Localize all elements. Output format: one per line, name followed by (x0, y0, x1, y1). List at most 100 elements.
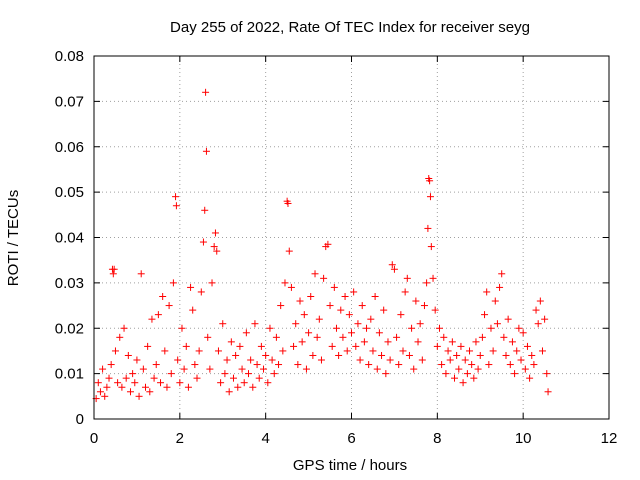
data-point (541, 315, 549, 323)
data-point (395, 361, 403, 369)
data-point (543, 370, 551, 378)
x-tick-label: 4 (261, 430, 269, 447)
data-point (202, 147, 210, 155)
data-point (517, 356, 525, 364)
data-point (502, 351, 510, 359)
data-point (345, 311, 353, 319)
y-tick-label: 0 (76, 411, 84, 428)
data-point (463, 370, 471, 378)
data-point (393, 333, 401, 341)
data-point (423, 279, 431, 287)
data-point (373, 365, 381, 373)
data-point (408, 324, 416, 332)
data-point (129, 370, 137, 378)
chart-title: Day 255 of 2022, Rate Of TEC Index for r… (170, 19, 530, 36)
data-point (341, 292, 349, 300)
data-point (384, 338, 392, 346)
y-tick-label: 0.05 (55, 184, 84, 201)
data-point (167, 370, 175, 378)
data-point (470, 374, 478, 382)
data-point (493, 320, 501, 328)
data-point (197, 288, 205, 296)
data-point (204, 333, 212, 341)
data-point (300, 311, 308, 319)
data-point (150, 374, 158, 382)
data-point (530, 361, 538, 369)
data-point (431, 306, 439, 314)
data-point (459, 379, 467, 387)
data-point (335, 351, 343, 359)
data-point (466, 347, 474, 355)
y-tick-label: 0.02 (55, 320, 84, 337)
y-tick-label: 0.07 (55, 93, 84, 110)
data-point (161, 347, 169, 355)
data-point (498, 270, 506, 278)
data-point (124, 351, 132, 359)
data-point (519, 329, 527, 337)
data-point (232, 351, 240, 359)
data-point (311, 270, 319, 278)
data-point (189, 306, 197, 314)
data-point (375, 329, 383, 337)
data-point (290, 342, 298, 350)
data-point (390, 265, 398, 273)
data-point (176, 379, 184, 387)
data-point (275, 361, 283, 369)
grid (94, 56, 609, 419)
data-point (191, 361, 199, 369)
data-point (496, 283, 504, 291)
data-point (399, 347, 407, 355)
data-point (442, 370, 450, 378)
y-tick-label: 0.03 (55, 275, 84, 292)
data-point (107, 361, 115, 369)
axis-ticks: 0 2 4 6 8 10 12 0 0.01 0.02 0.03 0.04 0.05 0.06 0.07 0.… (55, 48, 618, 447)
data-point (438, 361, 446, 369)
data-point (110, 265, 118, 273)
data-point (416, 320, 424, 328)
data-point (332, 324, 340, 332)
data-point (292, 320, 300, 328)
data-point (487, 324, 495, 332)
data-point (221, 370, 229, 378)
data-point (111, 347, 119, 355)
data-point (229, 374, 237, 382)
data-point (202, 88, 210, 96)
data-point (137, 270, 145, 278)
data-point (298, 338, 306, 346)
y-axis-label: ROTI / TECUs (5, 190, 22, 286)
data-point (508, 338, 516, 346)
data-point (287, 283, 295, 291)
data-point (126, 388, 134, 396)
data-point (172, 193, 180, 201)
data-point (429, 274, 437, 282)
data-point (348, 329, 355, 337)
data-point (481, 311, 489, 319)
data-point (144, 342, 152, 350)
data-point (451, 374, 458, 382)
data-point (388, 261, 396, 269)
x-tick-label: 2 (176, 430, 184, 447)
data-point (157, 379, 165, 387)
data-point (468, 361, 476, 369)
data-point (148, 315, 156, 323)
data-points (92, 88, 552, 403)
data-point (187, 283, 195, 291)
data-point (528, 351, 536, 359)
data-point (245, 370, 252, 378)
x-tick-label: 6 (347, 430, 355, 447)
x-tick-label: 0 (90, 430, 98, 447)
data-point (249, 383, 257, 391)
y-tick-label: 0.08 (55, 48, 84, 65)
data-point (270, 370, 278, 378)
data-point (461, 356, 469, 364)
data-point (131, 379, 139, 387)
data-point (420, 302, 428, 310)
data-point (418, 356, 426, 364)
data-point (491, 297, 499, 305)
data-point (532, 306, 540, 314)
data-point (139, 365, 147, 373)
data-point (326, 302, 334, 310)
data-point (133, 356, 141, 364)
data-point (101, 392, 109, 400)
data-point (159, 292, 167, 300)
